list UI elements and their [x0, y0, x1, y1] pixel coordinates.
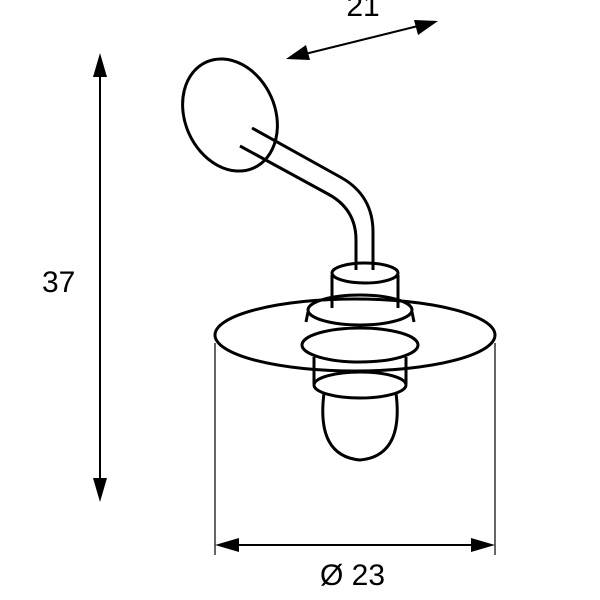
- dim-height-label: 37: [42, 266, 75, 299]
- collar-drop-l: [306, 312, 308, 322]
- collar-drop-r: [412, 312, 414, 322]
- dim-dia-label: Ø 23: [320, 559, 385, 592]
- shade-disc: [215, 299, 495, 371]
- top-cap: [332, 263, 398, 283]
- inner-ring: [302, 328, 418, 362]
- dim-dia-arrow-r: [471, 538, 495, 552]
- bulb: [323, 393, 397, 460]
- dim-depth-arrow-l: [286, 45, 310, 60]
- dim-height: 37: [42, 53, 107, 502]
- dim-height-arrow-top: [93, 53, 107, 77]
- dim-depth-line: [305, 26, 418, 54]
- dim-depth: 21: [286, 0, 438, 60]
- dim-depth-arrow-r: [414, 20, 438, 35]
- dim-diameter: Ø 23: [215, 343, 495, 592]
- base-ellipse: [314, 372, 406, 398]
- dim-height-arrow-bot: [93, 478, 107, 502]
- dim-dia-arrow-l: [215, 538, 239, 552]
- dim-depth-label: 21: [346, 0, 379, 23]
- technical-drawing: 37 21 Ø 23: [0, 0, 600, 600]
